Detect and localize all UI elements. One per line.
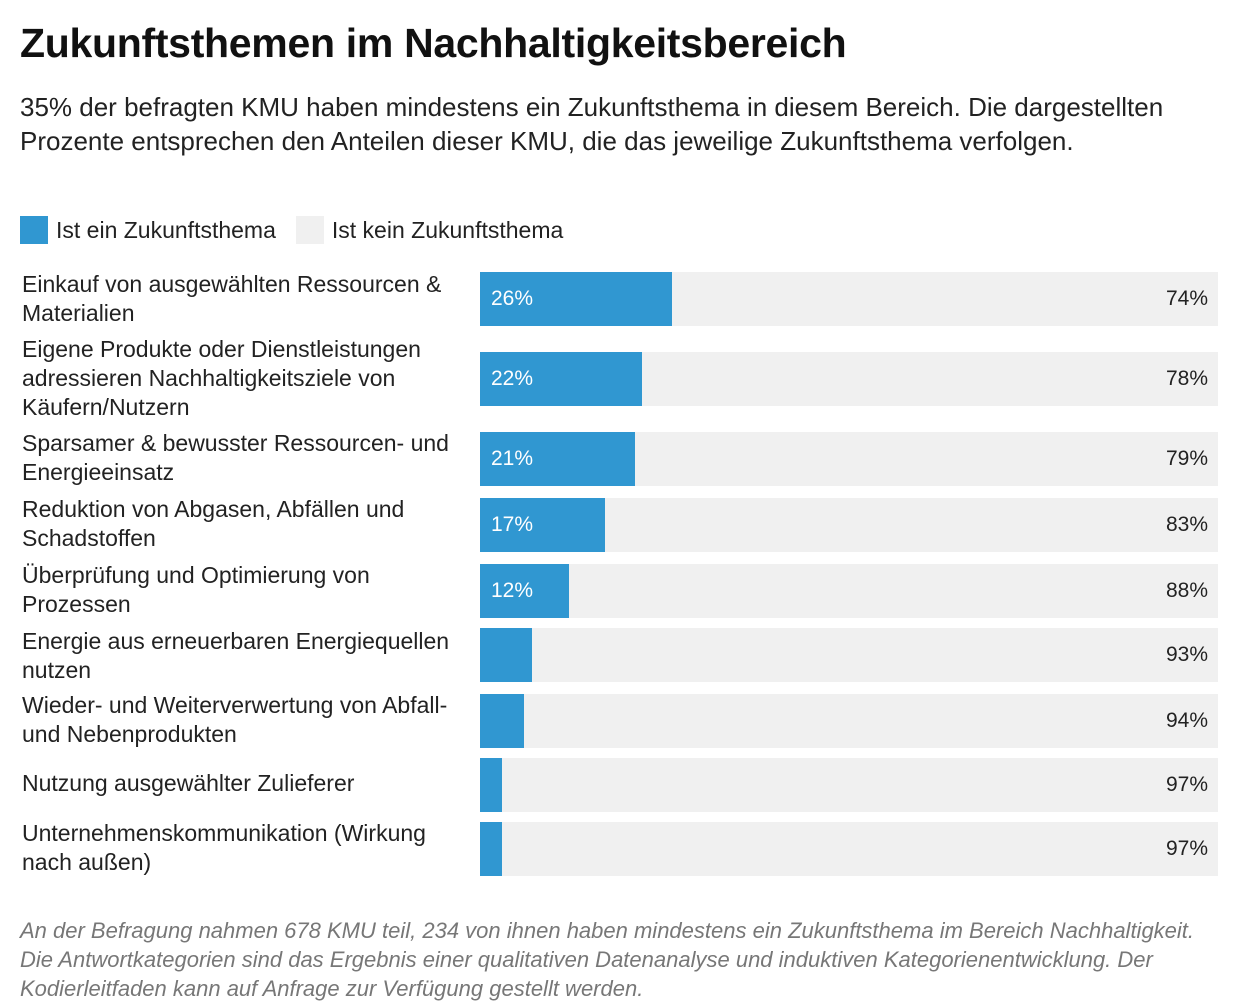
bar-track-no-topic: 97% xyxy=(480,822,1218,876)
bar-value-label-no-topic: 97% xyxy=(1165,773,1208,796)
category-label: Energie aus erneuerbaren Energiequellen … xyxy=(22,628,450,683)
bar-track-no-topic: 93% xyxy=(480,628,1218,682)
bar-topic: 17% xyxy=(480,498,605,552)
bar-topic: 22% xyxy=(480,352,642,406)
bar-value-label-no-topic: 79% xyxy=(1165,447,1208,470)
category-label: Überprüfung und Optimierung von Prozesse… xyxy=(22,562,370,617)
legend-item-no-topic: Ist kein Zukunftsthema xyxy=(295,216,564,244)
bar-value-label-no-topic: 74% xyxy=(1165,287,1208,310)
bar-value-label-topic: 21% xyxy=(491,447,534,470)
bar-track-no-topic: 12% 88% xyxy=(480,564,1218,618)
category-label: Sparsamer & bewusster Ressourcen- und En… xyxy=(22,430,449,485)
bar-value-label-no-topic: 78% xyxy=(1165,367,1208,390)
legend-label-no-topic: Ist kein Zukunftsthema xyxy=(331,216,564,243)
bar-value-label-no-topic: 94% xyxy=(1165,709,1208,732)
bar-topic xyxy=(480,758,502,812)
bar-topic: 12% xyxy=(480,564,569,618)
bar-value-label-no-topic: 93% xyxy=(1165,643,1208,666)
chart-subtitle: 35% der befragten KMU haben mindestens e… xyxy=(20,92,1164,156)
chart-title: Zukunftsthemen im Nachhaltigkeitsbereich xyxy=(20,20,847,66)
bar-topic: 26% xyxy=(480,272,672,326)
category-label: Eigene Produkte oder Dienstleistungen ad… xyxy=(22,336,421,420)
legend-swatch-no-topic xyxy=(295,216,324,244)
footnote: An der Befragung nahmen 678 KMU teil, 23… xyxy=(20,918,1195,1001)
bar-value-label-topic: 26% xyxy=(491,287,534,310)
legend: Ist ein Zukunftsthema Ist kein Zukunftst… xyxy=(20,214,583,246)
bar-topic xyxy=(480,628,532,682)
bar-track-no-topic: 17% 83% xyxy=(480,498,1218,552)
bar-topic: 21% xyxy=(480,432,635,486)
legend-item-topic: Ist ein Zukunftsthema xyxy=(20,216,276,244)
category-label: Wieder- und Weiterverwertung von Abfall-… xyxy=(22,692,448,747)
bar-chart: Einkauf von ausgewählten Ressourcen & Ma… xyxy=(22,271,1218,876)
bar-value-label-topic: 22% xyxy=(491,367,534,390)
bar-topic xyxy=(480,822,502,876)
legend-swatch-topic xyxy=(20,216,48,244)
bar-value-label-no-topic: 97% xyxy=(1165,837,1208,860)
bar-value-label-no-topic: 88% xyxy=(1165,579,1208,602)
category-label: Reduktion von Abgasen, Abfällen und Scha… xyxy=(22,496,405,551)
bar-track-no-topic: 21% 79% xyxy=(480,432,1218,486)
bar-value-label-topic: 17% xyxy=(491,513,534,536)
category-label: Einkauf von ausgewählten Ressourcen & Ma… xyxy=(22,271,442,326)
bar-value-label-no-topic: 83% xyxy=(1165,513,1208,536)
bar-topic xyxy=(480,694,524,748)
bar-track-no-topic: 22% 78% xyxy=(480,352,1218,406)
bar-track-no-topic: 26% 74% xyxy=(480,272,1218,326)
legend-label-topic: Ist ein Zukunftsthema xyxy=(56,216,276,243)
bar-track-no-topic: 97% xyxy=(480,758,1218,812)
bar-value-label-topic: 12% xyxy=(491,579,534,602)
category-label: Nutzung ausgewählter Zulieferer xyxy=(22,770,355,796)
category-label: Unternehmenskommunikation (Wirkung nach … xyxy=(22,820,426,875)
bar-track-no-topic: 94% xyxy=(480,694,1218,748)
